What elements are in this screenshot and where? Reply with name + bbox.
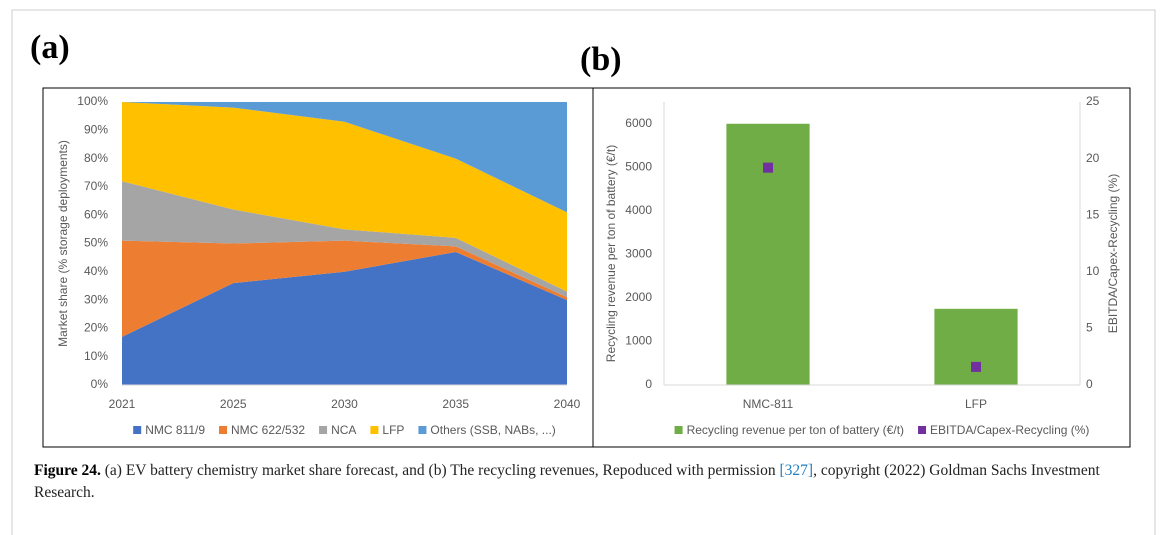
- legend-swatch: [370, 426, 379, 434]
- legend-swatch: [674, 426, 683, 434]
- legend-swatch: [219, 426, 228, 434]
- y-tick-label: 10%: [84, 349, 108, 363]
- legend-label: Others (SSB, NABs, ...): [430, 423, 555, 437]
- y-tick-label: 20%: [84, 321, 108, 335]
- frame: [11, 9, 1156, 535]
- panel-label: (a): [30, 29, 70, 66]
- y2-tick-label: 0: [1086, 377, 1093, 391]
- bar: [934, 308, 1018, 385]
- y-tick-label: 3000: [625, 247, 652, 261]
- x-tick-label: 2030: [331, 397, 358, 411]
- legend-label: NCA: [331, 423, 356, 437]
- caption-text: , copyright (2022) Goldman Sachs Investm…: [34, 462, 1100, 501]
- y-tick-label: 70%: [84, 179, 108, 193]
- legend-label: EBITDA/Capex-Recycling (%): [930, 423, 1089, 437]
- caption: Figure 24. (a) EV battery chemistry mark…: [34, 460, 1124, 504]
- y-tick-label: 6000: [625, 116, 652, 130]
- y-tick-label: 4000: [625, 203, 652, 217]
- area: [122, 240, 567, 337]
- y2-tick-label: 20: [1086, 151, 1100, 165]
- point: [763, 162, 773, 173]
- caption-ref[interactable]: [327]: [779, 462, 814, 479]
- y-tick-label: 2000: [625, 290, 652, 304]
- area: [122, 251, 567, 385]
- panel-label: (b): [580, 41, 622, 78]
- y-tick-label: 1000: [625, 334, 652, 348]
- y-tick-label: 5000: [625, 159, 652, 173]
- y-tick-label: 0: [645, 377, 652, 391]
- y-tick-label: 100%: [77, 94, 108, 108]
- x-tick-label: LFP: [965, 397, 987, 411]
- x-tick-label: NMC-811: [743, 397, 794, 411]
- y-tick-label: 30%: [84, 292, 108, 306]
- legend-swatch: [418, 426, 427, 434]
- panel-b-box: [592, 87, 1131, 448]
- y-tick-label: 80%: [84, 151, 108, 165]
- y-tick-label: 50%: [84, 236, 108, 250]
- caption-text: (a) EV battery chemistry market share fo…: [104, 462, 776, 479]
- area: [122, 102, 567, 213]
- legend-swatch: [319, 426, 328, 434]
- x-tick-label: 2021: [109, 397, 136, 411]
- legend-label: NMC 622/532: [231, 423, 305, 437]
- legend-label: NMC 811/9: [145, 423, 205, 437]
- y2-tick-label: 5: [1086, 321, 1093, 335]
- point: [971, 361, 981, 372]
- legend-label: LFP: [382, 423, 404, 437]
- y-axis-label: Recycling revenue per ton of battery (€/…: [604, 145, 618, 362]
- legend-swatch: [918, 426, 927, 434]
- legend-swatch: [133, 426, 142, 434]
- y-axis-label: Market share (% storage deployments): [56, 140, 70, 347]
- y-tick-label: 60%: [84, 207, 108, 221]
- x-tick-label: 2025: [220, 397, 247, 411]
- area: [122, 181, 567, 298]
- y2-axis-label: EBITDA/Capex-Recycling (%): [1106, 174, 1120, 333]
- y2-tick-label: 25: [1086, 94, 1100, 108]
- y-tick-label: 90%: [84, 122, 108, 136]
- y-tick-label: 0%: [91, 377, 109, 391]
- x-tick-label: 2035: [442, 397, 469, 411]
- y2-tick-label: 10: [1086, 264, 1100, 278]
- x-tick-label: 2040: [554, 397, 581, 411]
- y2-tick-label: 15: [1086, 207, 1100, 221]
- y-tick-label: 40%: [84, 264, 108, 278]
- caption-label: Figure 24.: [34, 462, 101, 479]
- area: [122, 102, 567, 292]
- legend-label: Recycling revenue per ton of battery (€/…: [687, 423, 904, 437]
